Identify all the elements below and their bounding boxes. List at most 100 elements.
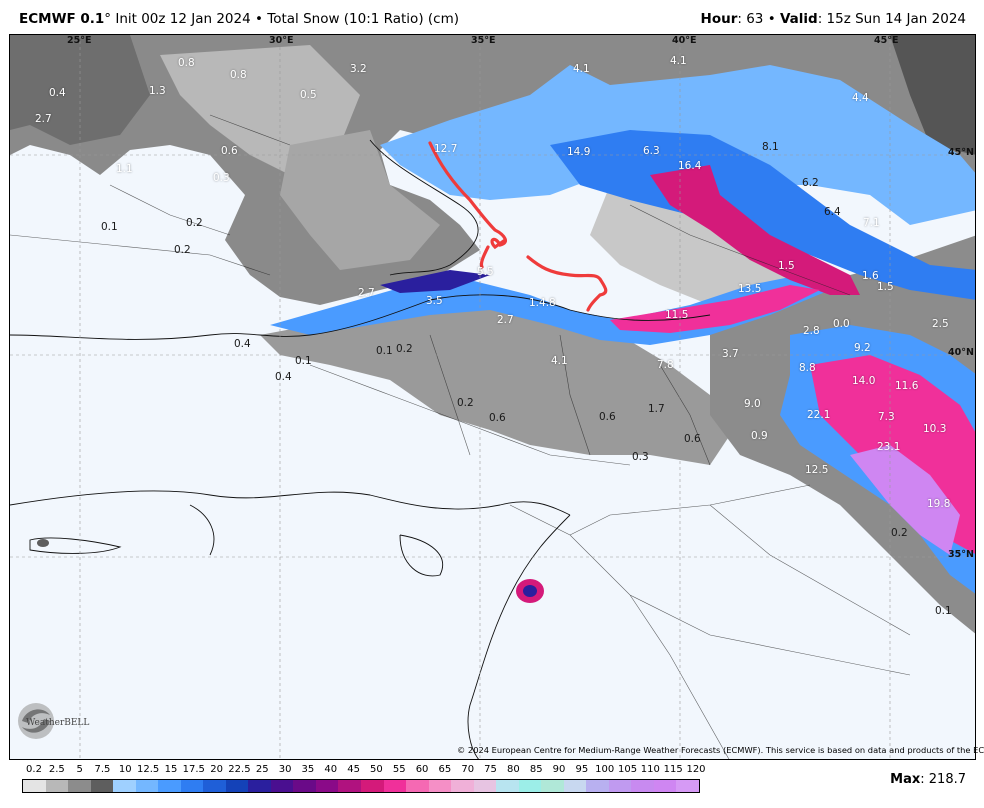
snow-field-dark bbox=[890, 35, 975, 155]
colorbar-tick-label: 80 bbox=[507, 764, 520, 775]
value-label: 14.0 bbox=[852, 375, 876, 387]
colorbar-tick-label: 22.5 bbox=[228, 764, 251, 775]
value-label: 14.9 bbox=[567, 146, 591, 158]
value-label: 0.2 bbox=[186, 217, 203, 229]
value-label: 0.9 bbox=[751, 430, 768, 442]
bullet: • bbox=[250, 11, 268, 27]
colorbar-tick-label: 25 bbox=[255, 764, 269, 775]
colorbar-tick-label: 30 bbox=[278, 764, 292, 775]
coord-label-40n: 40°N bbox=[948, 347, 974, 358]
value-label: 23.1 bbox=[877, 441, 901, 453]
colorbar-swatch bbox=[135, 780, 159, 792]
colorbar-swatch bbox=[315, 780, 339, 792]
snow-spot-crete bbox=[37, 539, 49, 547]
value-label: 0.6 bbox=[599, 411, 616, 423]
colorbar-tick-label: 120 bbox=[686, 764, 706, 775]
value-label: 4.1 bbox=[573, 63, 590, 75]
value-label: 2.7 bbox=[358, 287, 375, 299]
value-label: 0.2 bbox=[396, 343, 413, 355]
colorbar bbox=[22, 779, 700, 793]
value-label: 11.6 bbox=[895, 380, 919, 392]
coord-label-40e: 40°E bbox=[672, 35, 697, 46]
colorbar-swatch bbox=[473, 780, 497, 792]
colorbar-tick-label: 50 bbox=[370, 764, 383, 775]
value-label: 0.2 bbox=[174, 244, 191, 256]
value-label: 1.5 bbox=[778, 260, 795, 272]
snow-band-blue-north2 bbox=[550, 130, 975, 300]
value-label: 1.7 bbox=[648, 403, 665, 415]
colorbar-tick-label: 7.5 bbox=[94, 764, 111, 775]
coord-label-45e: 45°E bbox=[874, 35, 899, 46]
colorbar-tick-label: 15 bbox=[164, 764, 178, 775]
colorbar-swatch bbox=[518, 780, 542, 792]
red-track bbox=[428, 141, 608, 312]
colorbar-swatch bbox=[293, 780, 316, 792]
colorbar-swatch bbox=[225, 780, 249, 792]
colorbar-tick-label: 2.5 bbox=[48, 764, 65, 775]
snow-field-ukraine bbox=[280, 130, 440, 270]
max-value-label: Max: 218.7 bbox=[890, 772, 966, 787]
value-label: 0.1 bbox=[935, 605, 952, 617]
colorbar-tick-label: 45 bbox=[347, 764, 360, 775]
colorbar-swatch bbox=[248, 780, 271, 792]
value-label: 1.4.8 bbox=[529, 297, 556, 309]
colorbar-tick-label: 17.5 bbox=[182, 764, 205, 775]
value-label: 0.6 bbox=[489, 412, 506, 424]
colorbar-swatch bbox=[203, 780, 226, 792]
value-label: 19.8 bbox=[927, 498, 951, 510]
colorbar-swatch bbox=[338, 780, 361, 792]
weatherbell-logo: WeatherBELL bbox=[12, 695, 102, 747]
value-label: 0.3 bbox=[213, 172, 230, 184]
value-label: 11.5 bbox=[665, 309, 689, 321]
borders bbox=[10, 114, 911, 759]
value-label: 0.4 bbox=[275, 371, 292, 383]
ecmwf-credit: © 2024 European Centre for Medium-Range … bbox=[457, 745, 984, 755]
colorbar-swatch bbox=[631, 780, 654, 792]
map-title: ECMWF 0.1° Init 00z 12 Jan 2024 • Total … bbox=[19, 11, 459, 27]
value-label: 16.4 bbox=[678, 160, 702, 172]
value-label: 2.7 bbox=[497, 314, 514, 326]
colorbar-swatch bbox=[113, 780, 136, 792]
colorbar-tick-label: 110 bbox=[640, 764, 660, 775]
value-label: 4.4 bbox=[852, 92, 869, 104]
value-label: 6.4 bbox=[824, 206, 841, 218]
colorbar-tick-label: 12.5 bbox=[136, 764, 160, 775]
colorbar-swatch bbox=[653, 780, 677, 792]
value-label: 13.5 bbox=[738, 283, 762, 295]
valid-info: Hour: 63 • Valid: 15z Sun 14 Jan 2024 bbox=[701, 11, 966, 27]
value-label: 10.3 bbox=[923, 423, 947, 435]
value-label: 9.0 bbox=[744, 398, 761, 410]
colorbar-swatch bbox=[451, 780, 474, 792]
colorbar-swatch bbox=[676, 780, 699, 792]
gridlines bbox=[10, 35, 975, 759]
value-label: 2.8 bbox=[803, 325, 820, 337]
value-label: 6.3 bbox=[643, 145, 660, 157]
colorbar-tick-label: 70 bbox=[461, 764, 475, 775]
snow-band-pontic-core bbox=[380, 270, 490, 293]
map-canvas bbox=[10, 35, 975, 759]
value-label: 3.2 bbox=[350, 63, 367, 75]
value-label: 8.1 bbox=[762, 141, 779, 153]
colorbar-swatch bbox=[383, 780, 407, 792]
value-label: 0.0 bbox=[833, 318, 850, 330]
colorbar-swatch bbox=[23, 780, 46, 792]
colorbar-tick-label: 35 bbox=[301, 764, 315, 775]
colorbar-swatch bbox=[496, 780, 519, 792]
value-label: 22.1 bbox=[807, 409, 831, 421]
value-label: 6.2 bbox=[802, 177, 819, 189]
header-bar: ECMWF 0.1° Init 00z 12 Jan 2024 • Total … bbox=[0, 0, 984, 34]
value-label: 0.3 bbox=[632, 451, 649, 463]
colorbar-tick-label: 0.2 bbox=[26, 764, 42, 775]
snow-field-caucasus bbox=[590, 185, 810, 305]
colorbar-tick-label: 85 bbox=[529, 764, 543, 775]
value-label: 3.7 bbox=[722, 348, 739, 360]
colorbar-tick-label: 105 bbox=[617, 764, 638, 775]
value-label: 0.8 bbox=[178, 57, 195, 69]
colorbar-swatch bbox=[90, 780, 114, 792]
value-label: 0.6 bbox=[684, 433, 701, 445]
colorbar-tick-label: 95 bbox=[575, 764, 589, 775]
colorbar-tick-label: 60 bbox=[415, 764, 429, 775]
value-label: 0.5 bbox=[300, 89, 317, 101]
value-label: 1.6 bbox=[862, 270, 879, 282]
colorbar-swatch bbox=[158, 780, 181, 792]
